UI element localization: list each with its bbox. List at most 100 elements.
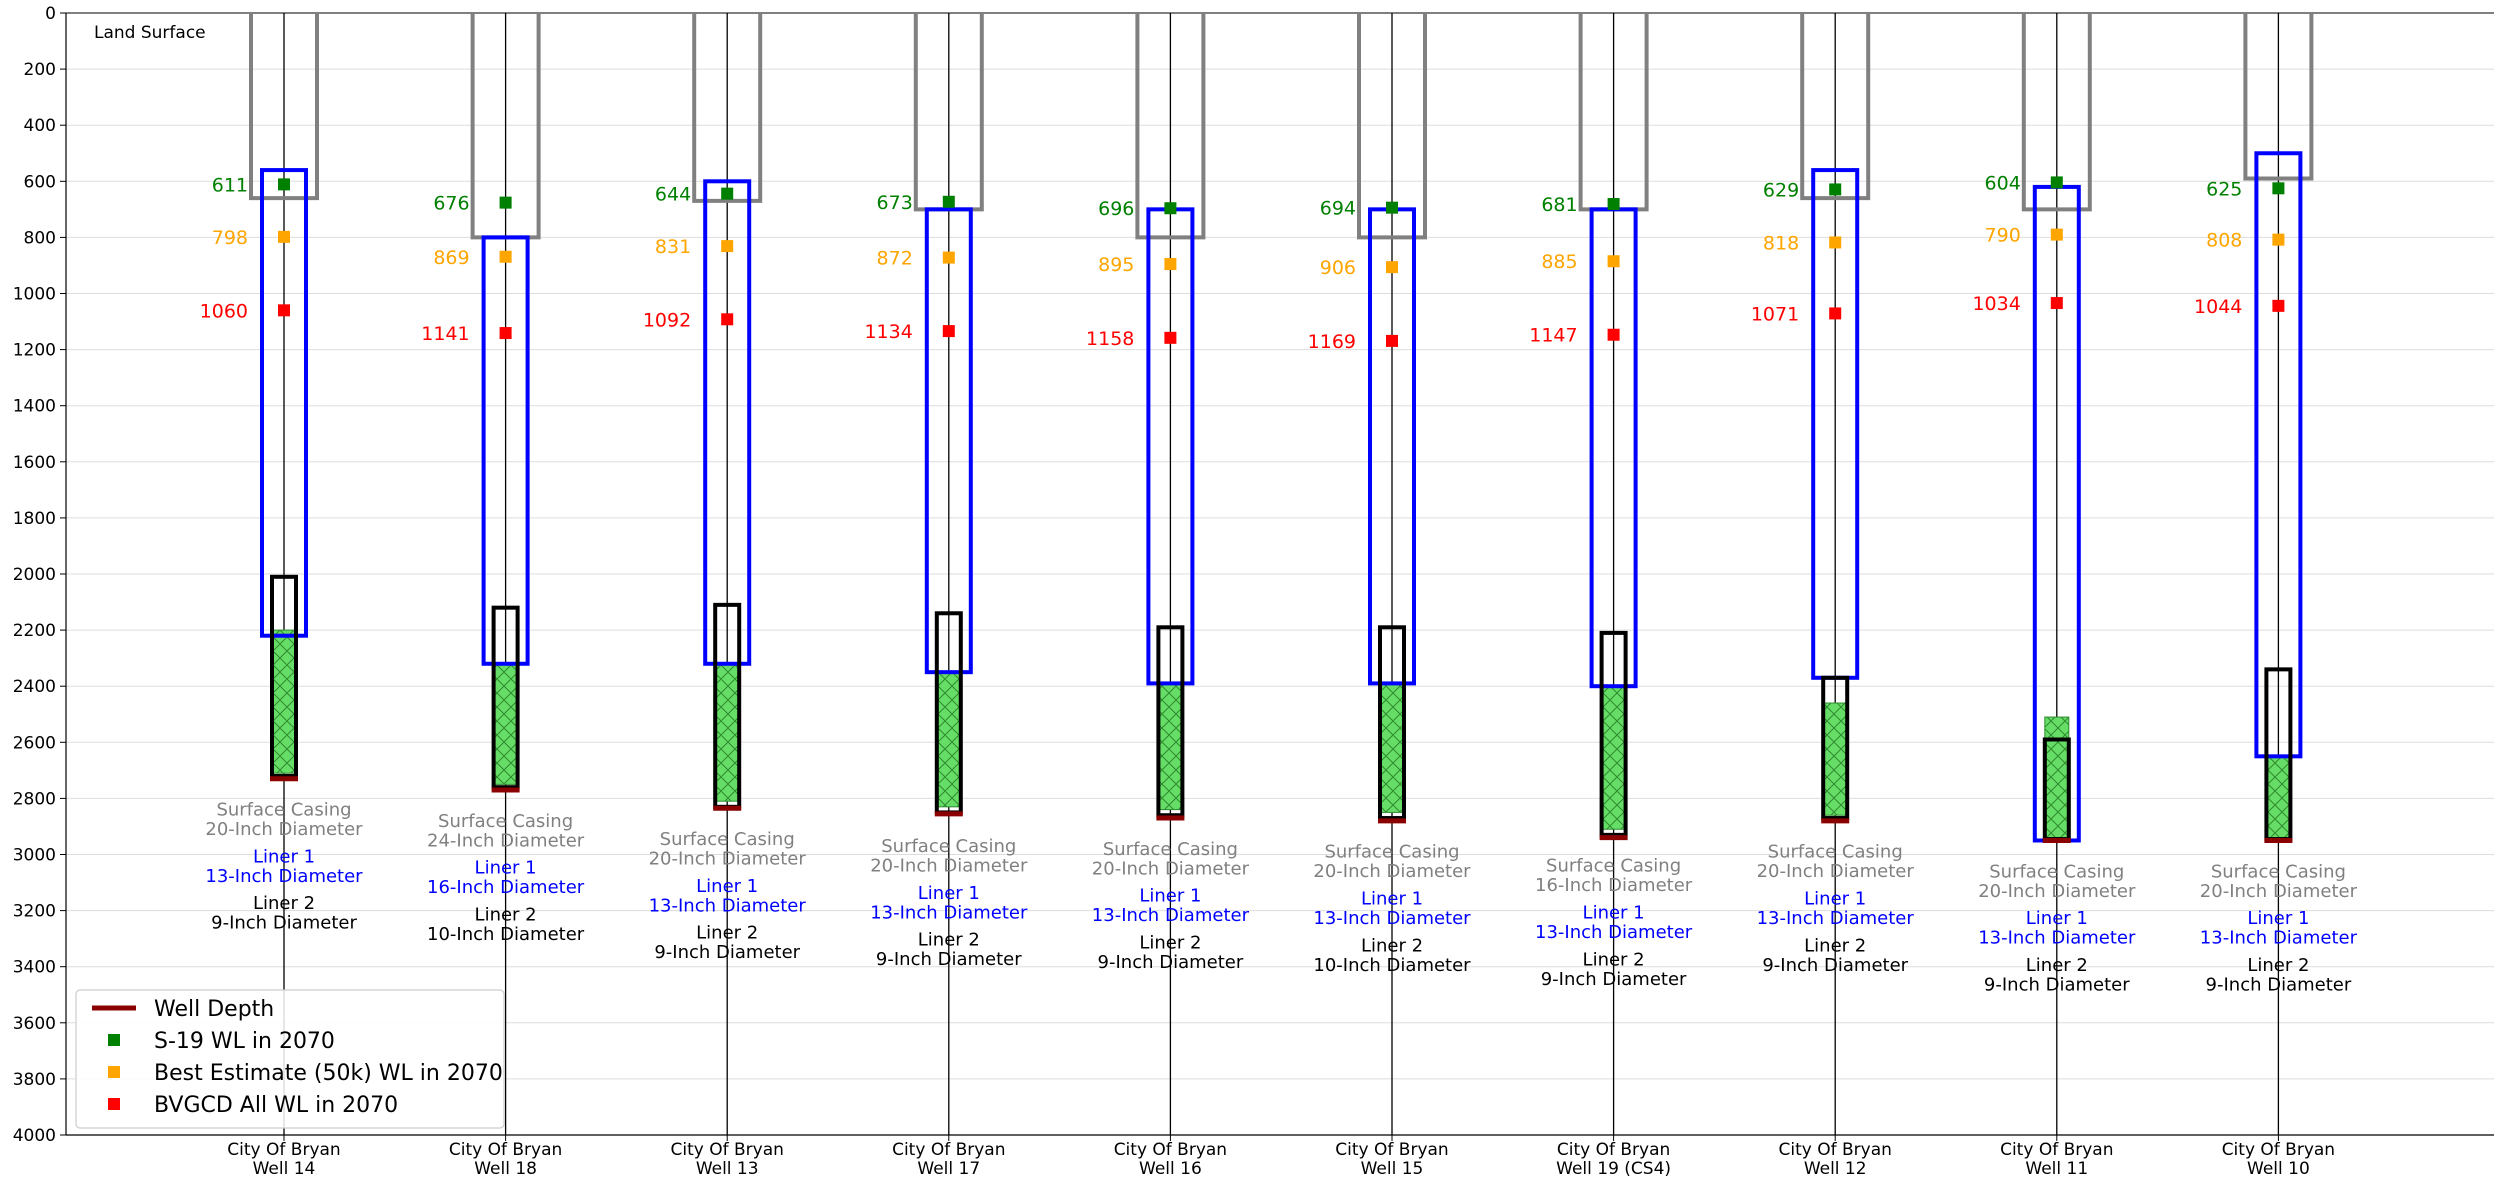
best-wl-label: 906 — [1320, 257, 1356, 279]
surface-casing-label: Surface Casing — [1324, 842, 1459, 863]
s19-wl-point — [1607, 198, 1620, 211]
x-tick-label: Well 14 — [253, 1159, 316, 1179]
bvgcd-wl-label: 1158 — [1086, 328, 1134, 350]
grid — [66, 12, 2494, 1136]
s19-wl-label: 644 — [655, 184, 691, 206]
liner-1-label: Liner 1 — [918, 883, 980, 904]
best-wl-label: 872 — [877, 248, 913, 270]
bvgcd-wl-point — [2050, 297, 2063, 310]
s19-wl-point — [942, 195, 955, 208]
x-tick-label: Well 15 — [1361, 1159, 1424, 1179]
liner-1-label: Liner 1 — [2247, 908, 2309, 929]
liner-2-diameter: 9-Inch Diameter — [1098, 952, 1244, 973]
best-wl-label: 808 — [2206, 230, 2242, 252]
liner-1-diameter: 13-Inch Diameter — [1978, 928, 2136, 949]
x-tick-label: Well 16 — [1139, 1159, 1202, 1179]
best-wl-point — [1386, 261, 1398, 274]
surface-casing-label: Surface Casing — [660, 829, 795, 850]
screen-interval — [271, 629, 297, 774]
surface-casing-label: Surface Casing — [881, 836, 1016, 857]
x-tick-label: City Of Bryan — [1778, 1140, 1891, 1160]
surface-casing — [1800, 13, 1871, 201]
surface-casing-label: Surface Casing — [438, 811, 573, 832]
x-tick-label: Well 18 — [474, 1159, 537, 1179]
bvgcd-wl-point — [2272, 299, 2285, 312]
liner-1-diameter: 16-Inch Diameter — [427, 877, 585, 898]
y-tick-label: 4000 — [13, 1126, 56, 1146]
screen-interval — [714, 663, 740, 802]
y-tick-label: 3600 — [13, 1014, 56, 1034]
liner-1 — [924, 207, 973, 675]
legend-label: S-19 WL in 2070 — [154, 1029, 335, 1054]
s19-wl-point — [2272, 182, 2285, 195]
s19-wl-label: 604 — [1985, 172, 2021, 194]
s19-wl-label: 673 — [877, 192, 913, 214]
best-wl-point — [942, 251, 955, 264]
liner-2-label: Liner 2 — [1583, 949, 1645, 970]
bvgcd-wl-point — [942, 325, 955, 338]
best-wl-point — [1607, 255, 1620, 268]
surface-casing — [1135, 13, 1206, 240]
bvgcd-wl-label: 1141 — [421, 323, 469, 345]
surface-casing-diameter: 20-Inch Diameter — [1978, 881, 2136, 902]
liner-2-diameter: 9-Inch Diameter — [2206, 974, 2352, 995]
x-tick-label: City Of Bryan — [1114, 1140, 1227, 1160]
bvgcd-wl-point — [721, 313, 734, 326]
liner-2-label: Liner 2 — [1361, 935, 1423, 956]
liner-1-diameter: 13-Inch Diameter — [1757, 908, 1915, 929]
liner-2-diameter: 9-Inch Diameter — [876, 949, 1022, 970]
surface-casing-diameter: 24-Inch Diameter — [427, 830, 585, 851]
surface-casing — [249, 13, 319, 201]
liner-1-label: Liner 1 — [2026, 908, 2088, 929]
x-tick-label: City Of Bryan — [2222, 1140, 2335, 1160]
surface-casing-label: Surface Casing — [1768, 842, 1903, 863]
x-tick-label: City Of Bryan — [1335, 1140, 1448, 1160]
y-tick-label: 2400 — [13, 677, 56, 697]
best-wl-label: 818 — [1763, 232, 1799, 254]
surface-casing-label: Surface Casing — [1989, 861, 2124, 882]
screen-interval — [2265, 755, 2291, 839]
legend-square-swatch — [108, 1098, 120, 1110]
legend-square-swatch — [108, 1066, 120, 1078]
liner-2-label: Liner 2 — [1139, 932, 1201, 953]
y-tick-label: 2000 — [13, 565, 56, 585]
liner-2-diameter: 10-Inch Diameter — [1313, 955, 1471, 976]
surface-casing-label: Surface Casing — [2211, 861, 2346, 882]
s19-wl-point — [1386, 201, 1398, 214]
land-surface-label: Land Surface — [94, 23, 206, 43]
liner-2 — [491, 605, 520, 790]
x-tick-label: Well 11 — [2025, 1159, 2088, 1179]
surface-casing — [2021, 13, 2092, 212]
x-tick-label: Well 17 — [917, 1159, 980, 1179]
y-tick-label: 1200 — [13, 341, 56, 361]
liner-1-label: Liner 1 — [696, 876, 758, 897]
y-tick-label: 1000 — [13, 285, 56, 305]
best-wl-point — [2272, 233, 2285, 246]
y-tick-label: 800 — [24, 228, 56, 248]
liner-2-diameter: 9-Inch Diameter — [1541, 969, 1687, 990]
bvgcd-wl-point — [1607, 328, 1620, 341]
x-tick-label: City Of Bryan — [892, 1140, 1005, 1160]
y-tick-label: 1400 — [13, 397, 56, 417]
legend-label: Best Estimate (50k) WL in 2070 — [154, 1061, 503, 1086]
x-tick-label: City Of Bryan — [670, 1140, 783, 1160]
liner-2 — [1599, 630, 1628, 837]
liner-2 — [270, 574, 298, 778]
surface-casing-label: Surface Casing — [1546, 856, 1681, 877]
liner-1-label: Liner 1 — [1361, 888, 1423, 909]
bvgcd-wl-point — [1829, 307, 1842, 320]
liner-2-label: Liner 2 — [1804, 935, 1866, 956]
surface-casing-diameter: 20-Inch Diameter — [870, 856, 1028, 877]
x-tick-label: City Of Bryan — [227, 1140, 340, 1160]
bvgcd-wl-label: 1044 — [2194, 296, 2242, 318]
surface-casing-diameter: 20-Inch Diameter — [649, 849, 807, 870]
best-wl-point — [1829, 236, 1842, 249]
y-tick-label: 3200 — [13, 902, 56, 922]
liner-2-diameter: 9-Inch Diameter — [211, 913, 357, 934]
liner-1-diameter: 13-Inch Diameter — [870, 902, 1028, 923]
s19-wl-label: 696 — [1098, 198, 1134, 220]
liner-2-diameter: 9-Inch Diameter — [1762, 955, 1908, 976]
